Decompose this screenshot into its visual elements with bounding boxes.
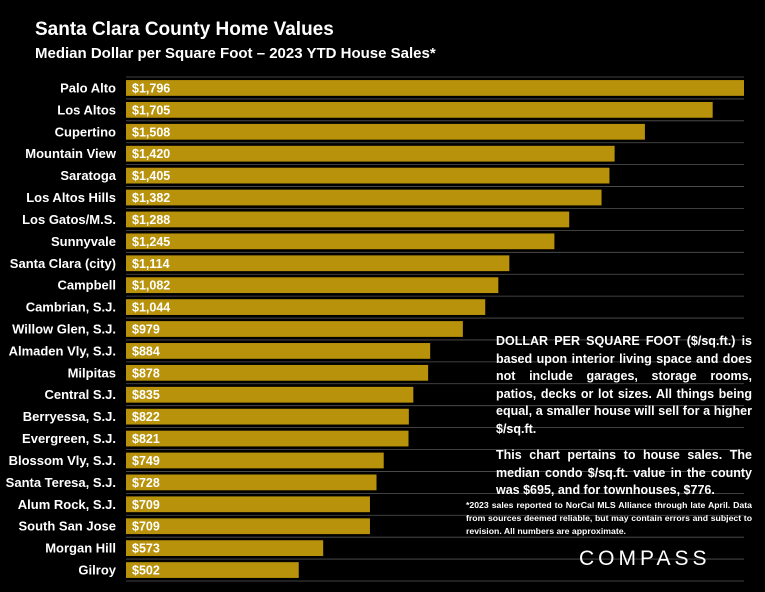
category-label: Los Altos Hills — [26, 190, 116, 205]
category-label: Mountain View — [25, 146, 117, 161]
category-label: Almaden Vly, S.J. — [9, 343, 116, 358]
category-label: Milpitas — [68, 365, 116, 380]
category-label: Saratoga — [60, 168, 116, 183]
bar — [126, 430, 409, 447]
category-label: Sunnyvale — [51, 234, 116, 249]
value-label: $884 — [132, 344, 160, 358]
category-label: South San Jose — [18, 519, 116, 534]
note-paragraph-2: This chart pertains to house sales. The … — [496, 448, 752, 497]
bar — [126, 145, 615, 162]
category-label: Blossom Vly, S.J. — [9, 453, 116, 468]
category-label: Santa Teresa, S.J. — [6, 475, 116, 490]
category-label: Cambrian, S.J. — [26, 300, 116, 315]
bar — [126, 474, 377, 491]
bar — [126, 321, 463, 337]
bar — [126, 343, 431, 359]
bar — [126, 408, 409, 425]
category-label: Central S.J. — [44, 387, 116, 402]
value-label: $1,382 — [132, 191, 170, 205]
category-label: Evergreen, S.J. — [22, 431, 116, 446]
category-label: Cupertino — [55, 124, 116, 139]
bar — [126, 518, 370, 535]
category-label: Alum Rock, S.J. — [18, 497, 116, 512]
value-label: $1,082 — [132, 279, 170, 293]
category-label: Berryessa, S.J. — [23, 409, 116, 424]
category-label: Campbell — [57, 278, 116, 293]
bar — [126, 211, 570, 228]
value-label: $573 — [132, 542, 160, 556]
footnote: *2023 sales reported to NorCal MLS Allia… — [466, 500, 752, 536]
bar — [126, 80, 744, 96]
value-label: $878 — [132, 366, 160, 380]
chart-title: Santa Clara County Home Values — [35, 19, 334, 40]
value-label: $1,245 — [132, 235, 170, 249]
bar — [126, 233, 555, 250]
bar — [126, 562, 299, 578]
value-label: $709 — [132, 498, 160, 512]
bar — [126, 255, 510, 272]
value-label: $822 — [132, 410, 160, 424]
category-label: Los Altos — [57, 102, 116, 117]
value-label: $1,420 — [132, 147, 170, 161]
bar — [126, 540, 324, 557]
bar — [126, 101, 713, 118]
value-label: $1,288 — [132, 213, 170, 227]
value-label: $502 — [132, 564, 160, 578]
category-label: Los Gatos/M.S. — [22, 212, 116, 227]
value-label: $749 — [132, 454, 160, 468]
bar — [126, 364, 429, 381]
bar — [126, 277, 499, 294]
value-label: $1,044 — [132, 301, 170, 315]
value-label: $1,405 — [132, 169, 170, 183]
value-label: $1,114 — [132, 257, 170, 271]
chart-subtitle: Median Dollar per Square Foot – 2023 YTD… — [35, 45, 436, 62]
bar — [126, 452, 384, 469]
category-label: Gilroy — [78, 563, 116, 578]
value-label: $709 — [132, 520, 160, 534]
value-label: $728 — [132, 476, 160, 490]
bar — [126, 167, 610, 184]
compass-logo: COMPASS — [579, 547, 711, 570]
category-label: Morgan Hill — [45, 541, 116, 556]
bar — [126, 496, 370, 513]
bar — [126, 386, 414, 403]
category-label: Willow Glen, S.J. — [12, 322, 116, 337]
category-label: Santa Clara (city) — [10, 256, 116, 271]
value-label: $821 — [132, 432, 160, 446]
category-label: Palo Alto — [60, 80, 116, 95]
value-label: $979 — [132, 323, 160, 337]
note-paragraph-1: DOLLAR PER SQUARE FOOT ($/sq.ft.) is bas… — [496, 334, 752, 436]
bar — [126, 123, 645, 140]
value-label: $835 — [132, 388, 160, 402]
value-label: $1,796 — [132, 81, 170, 95]
methodology-note: DOLLAR PER SQUARE FOOT ($/sq.ft.) is bas… — [496, 333, 752, 509]
bar — [126, 299, 486, 315]
value-label: $1,508 — [132, 125, 170, 139]
value-label: $1,705 — [132, 103, 170, 117]
bar — [126, 189, 602, 206]
